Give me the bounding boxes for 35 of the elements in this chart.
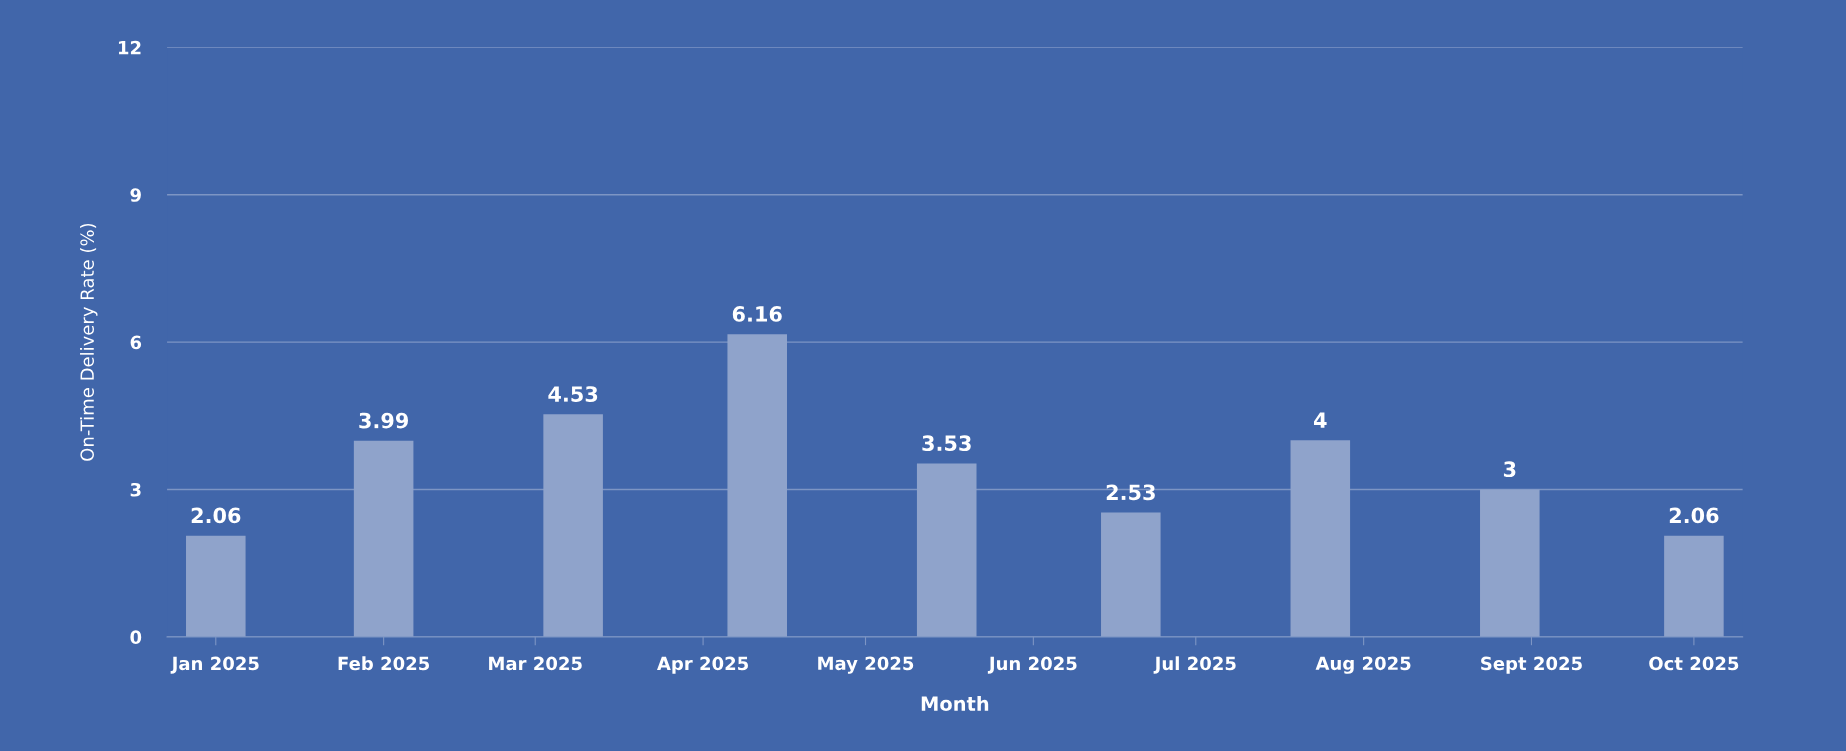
data-label: 2.53	[1106, 484, 1155, 501]
data-label: 2.06	[191, 507, 241, 524]
data-label: 4	[1314, 412, 1327, 428]
data-label: 3.53	[922, 435, 971, 452]
y-tick-label: 0	[130, 630, 142, 644]
bar	[543, 414, 603, 637]
y-tick-label: 6	[130, 335, 142, 350]
bar	[727, 334, 787, 637]
data-label: 3.99	[359, 412, 409, 429]
bar	[1664, 535, 1724, 637]
y-axis-title: On-Time Delivery Rate (%)	[80, 223, 98, 461]
bar	[1290, 440, 1351, 637]
data-label: 3	[1503, 461, 1516, 478]
data-label: 4.53	[548, 386, 598, 402]
data-label: 2.06	[1669, 507, 1719, 524]
x-tick-label: Feb 2025	[338, 656, 430, 671]
x-tick-label: Aug 2025	[1315, 656, 1411, 674]
x-tick-label: Jul 2025	[1153, 656, 1236, 674]
y-tick-label: 12	[118, 40, 141, 55]
y-tick-label: 3	[130, 482, 141, 497]
x-tick-label: Oct 2025	[1649, 656, 1739, 671]
bar	[1101, 512, 1161, 637]
bar	[186, 535, 246, 637]
bar	[916, 463, 977, 637]
y-tick-label: 9	[130, 188, 141, 202]
x-tick-label: Mar 2025	[489, 656, 582, 671]
x-tick-label: May 2025	[818, 656, 914, 674]
x-tick-label: Jan 2025	[170, 656, 259, 674]
bar	[353, 440, 414, 637]
x-tick-label: Sept 2025	[1481, 656, 1582, 674]
data-label: 6.16	[732, 306, 782, 322]
bar	[1480, 489, 1540, 637]
x-tick-label: Jun 2025	[987, 656, 1077, 674]
x-tick-label: Apr 2025	[657, 656, 748, 674]
x-axis-title: Month	[921, 695, 989, 712]
